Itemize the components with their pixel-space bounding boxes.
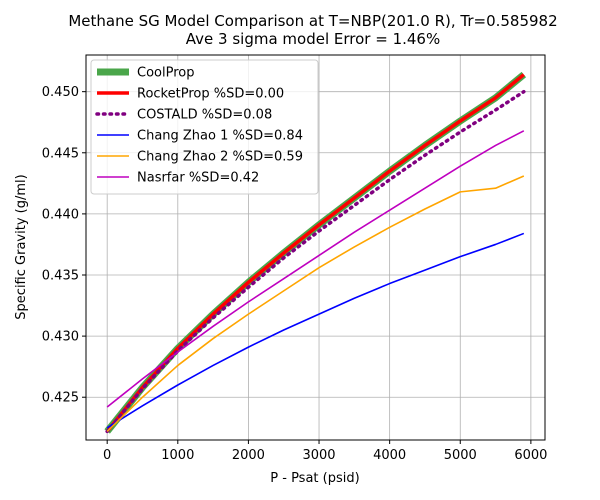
legend-label: CoolProp [137,66,194,81]
legend-label: COSTALD %SD=0.08 [137,108,272,123]
series-line-nasrfar-5 [106,130,525,408]
legend-label: Nasrfar %SD=0.42 [137,171,259,186]
ticks: 0 1000 2000 3000 4000 5000 6000 0.425 0.430 0.435… [42,85,548,463]
x-tick-label: 2000 [232,448,265,463]
y-tick-label: 0.435 [42,269,79,284]
y-axis-label: Specific Gravity (g/ml) [14,174,29,319]
series-line-chang-4 [106,175,525,433]
x-axis-label: P - Psat (psid) [270,471,359,486]
legend: CoolProp RocketProp %SD=0.00 COSTALD %SD=0… [90,59,319,195]
legend-box [90,59,319,195]
legend-label: Chang Zhao 1 %SD=0.84 [137,129,303,144]
y-tick-label: 0.450 [42,85,79,100]
x-tick-label: 5000 [444,448,477,463]
y-tick-label: 0.440 [42,207,79,222]
series-group [104,71,527,434]
y-tick-label: 0.445 [42,146,79,161]
x-tick-label: 4000 [373,448,406,463]
y-tick-label: 0.425 [42,391,79,406]
y-tick-label: 0.430 [42,330,79,345]
x-tick-label: 1000 [161,448,194,463]
legend-label: RocketProp %SD=0.00 [137,87,284,102]
x-tick-label: 6000 [514,448,547,463]
series-line-rocketprop-1 [105,73,525,433]
series-line-costald-2 [105,89,526,434]
chart-title: Methane SG Model Comparison at T=NBP(201… [68,12,557,30]
legend-label: Chang Zhao 2 %SD=0.59 [137,150,303,165]
plot-frame [85,54,546,441]
chart-subtitle: Ave 3 sigma model Error = 1.46% [186,30,440,48]
x-tick-label: 3000 [302,448,335,463]
series-line-chang-3 [106,232,525,429]
x-tick-label: 0 [103,448,111,463]
